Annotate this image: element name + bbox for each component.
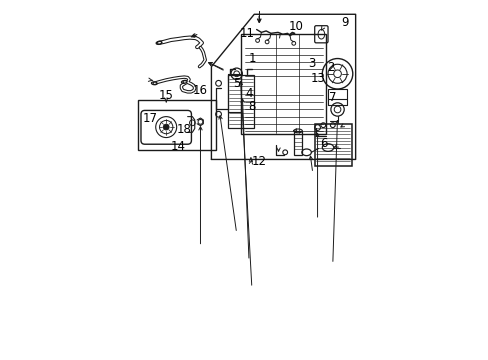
Text: 15: 15: [159, 89, 174, 103]
Text: 11: 11: [239, 27, 254, 40]
Text: 6: 6: [319, 138, 326, 150]
Bar: [293, 131, 302, 155]
Text: 13: 13: [310, 72, 325, 85]
Text: 9: 9: [340, 16, 347, 29]
Text: 1: 1: [248, 52, 256, 65]
Text: 16: 16: [192, 84, 207, 97]
Bar: [241, 34, 325, 134]
Bar: [227, 74, 241, 112]
Text: 14: 14: [170, 140, 185, 153]
Text: 18: 18: [176, 123, 191, 136]
Bar: [227, 75, 254, 127]
Text: 4: 4: [245, 87, 252, 100]
Text: 8: 8: [247, 100, 255, 113]
Text: 3: 3: [307, 57, 315, 70]
Text: 5: 5: [232, 77, 240, 90]
Text: 12: 12: [252, 154, 266, 167]
Bar: [137, 100, 216, 150]
Ellipse shape: [163, 124, 169, 130]
Text: 7: 7: [328, 91, 336, 104]
Text: 2: 2: [326, 61, 334, 74]
Bar: [327, 90, 346, 99]
Bar: [314, 124, 351, 166]
Text: 17: 17: [142, 112, 158, 125]
Text: 10: 10: [288, 20, 303, 33]
